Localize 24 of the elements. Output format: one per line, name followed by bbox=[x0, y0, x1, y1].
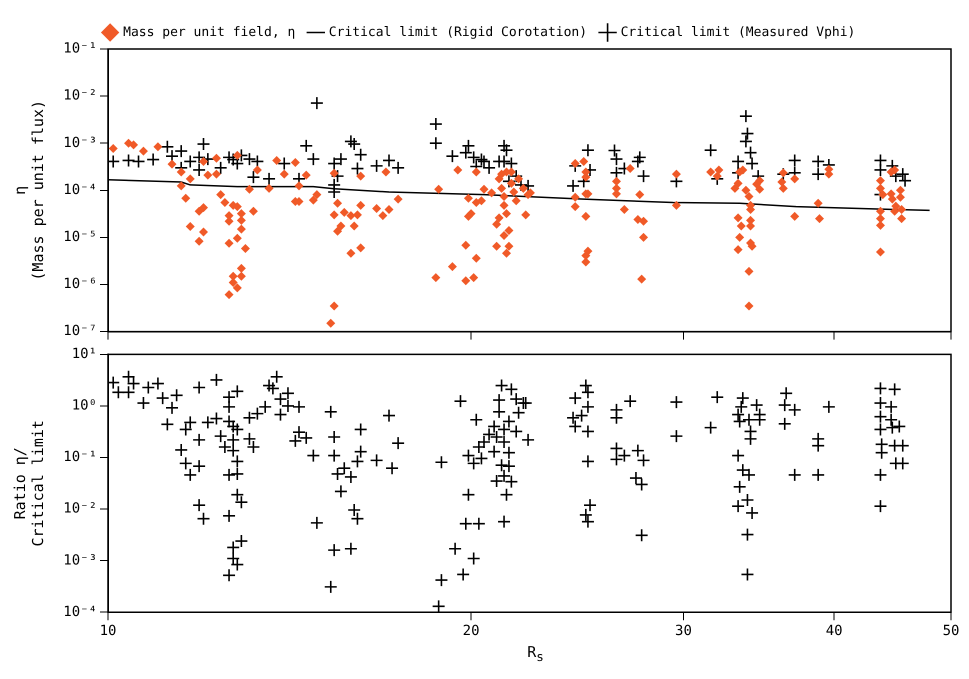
y-tick-label: 10⁻³ bbox=[63, 134, 97, 151]
legend-label: Critical limit (Measured Vphi) bbox=[620, 24, 856, 40]
x-tick-label: 30 bbox=[675, 623, 692, 640]
y-tick-label: 10⁻⁴ bbox=[63, 182, 97, 198]
y-axis-title: η (Mass per unit flux) bbox=[10, 100, 47, 281]
y-tick-label: 10⁻¹ bbox=[63, 40, 97, 57]
legend-label: Mass per unit field, η bbox=[123, 24, 296, 40]
legend-label: Critical limit (Rigid Corotation) bbox=[328, 24, 588, 40]
y-tick-label: 10¹ bbox=[72, 346, 97, 362]
y-tick-label: 10⁻¹ bbox=[63, 449, 97, 466]
x-tick-label: 50 bbox=[942, 623, 960, 640]
y-tick-label: 10⁻⁷ bbox=[63, 323, 97, 340]
y-tick-label: 10⁻³ bbox=[63, 552, 97, 568]
y-tick-label: 10⁻⁵ bbox=[63, 229, 97, 246]
x-tick-label: 10 bbox=[100, 623, 116, 640]
y-tick-label: 10⁻⁶ bbox=[63, 276, 97, 292]
x-tick-label: 40 bbox=[826, 623, 843, 640]
y-tick-label: 10⁰ bbox=[72, 398, 97, 414]
y-tick-label: 10⁻⁴ bbox=[63, 604, 97, 620]
y-axis-title: Ratio η/ Critical limit bbox=[10, 420, 47, 547]
x-axis-title: R$_{s}$ bbox=[526, 643, 545, 664]
x-tick-label: 20 bbox=[462, 623, 480, 640]
y-tick-label: 10⁻² bbox=[63, 88, 97, 104]
y-tick-label: 10⁻² bbox=[63, 500, 97, 517]
